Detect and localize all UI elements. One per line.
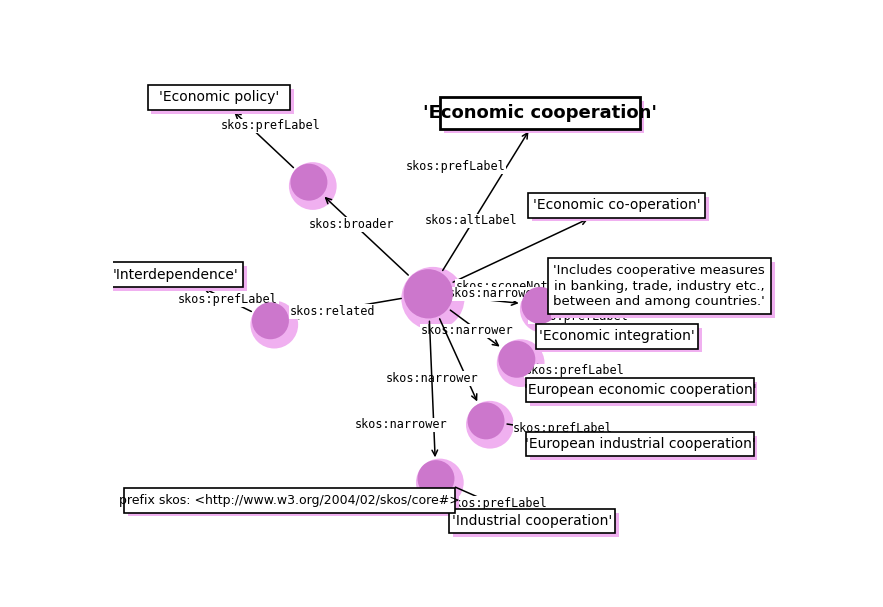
- Text: skos:prefLabel: skos:prefLabel: [529, 310, 629, 324]
- Text: skos:prefLabel: skos:prefLabel: [525, 364, 624, 378]
- FancyBboxPatch shape: [547, 259, 771, 314]
- Circle shape: [291, 164, 328, 201]
- FancyBboxPatch shape: [531, 382, 758, 406]
- Circle shape: [404, 269, 453, 319]
- Text: 'Economic co-operation': 'Economic co-operation': [533, 198, 701, 212]
- Circle shape: [522, 287, 558, 324]
- Circle shape: [466, 401, 514, 449]
- Text: 'Economic cooperation': 'Economic cooperation': [423, 104, 657, 122]
- Text: skos:prefLabel: skos:prefLabel: [178, 294, 278, 307]
- FancyBboxPatch shape: [128, 492, 459, 517]
- Text: skos:narrower: skos:narrower: [420, 324, 513, 337]
- Circle shape: [520, 285, 568, 333]
- FancyBboxPatch shape: [552, 262, 774, 317]
- FancyBboxPatch shape: [109, 262, 243, 287]
- FancyBboxPatch shape: [443, 101, 644, 133]
- FancyBboxPatch shape: [532, 197, 709, 222]
- Text: prefix skos: <http://www.w3.org/2004/02/skos/core#>: prefix skos: <http://www.w3.org/2004/02/…: [119, 493, 460, 507]
- Text: 'Economic policy': 'Economic policy': [159, 90, 279, 104]
- Text: skos:prefLabel: skos:prefLabel: [513, 422, 613, 435]
- Text: skos:prefLabel: skos:prefLabel: [448, 497, 547, 510]
- Circle shape: [402, 267, 464, 330]
- Text: 'Economic integration': 'Economic integration': [539, 329, 695, 343]
- Text: skos:related: skos:related: [290, 305, 374, 318]
- Text: 'European industrial cooperation': 'European industrial cooperation': [525, 437, 756, 451]
- Text: skos:narrower: skos:narrower: [448, 287, 540, 300]
- FancyBboxPatch shape: [526, 432, 753, 456]
- Text: skos:broader: skos:broader: [308, 218, 394, 231]
- Text: skos:narrower: skos:narrower: [355, 418, 448, 431]
- FancyBboxPatch shape: [526, 378, 753, 402]
- FancyBboxPatch shape: [440, 97, 640, 129]
- Text: skos:scopeNote: skos:scopeNote: [456, 280, 555, 293]
- FancyBboxPatch shape: [528, 193, 706, 217]
- Text: 'Industrial cooperation': 'Industrial cooperation': [452, 514, 612, 528]
- FancyBboxPatch shape: [536, 324, 698, 348]
- Circle shape: [468, 402, 504, 439]
- Circle shape: [252, 302, 289, 339]
- FancyBboxPatch shape: [531, 435, 758, 460]
- Circle shape: [289, 162, 336, 210]
- FancyBboxPatch shape: [147, 85, 291, 110]
- Circle shape: [497, 339, 545, 387]
- FancyBboxPatch shape: [540, 328, 702, 352]
- FancyBboxPatch shape: [152, 89, 294, 114]
- FancyBboxPatch shape: [449, 509, 615, 534]
- Circle shape: [418, 460, 455, 497]
- FancyBboxPatch shape: [112, 266, 247, 291]
- Text: skos:altLabel: skos:altLabel: [425, 214, 517, 227]
- Text: skos:prefLabel: skos:prefLabel: [405, 160, 505, 173]
- Circle shape: [498, 341, 535, 378]
- Text: skos:prefLabel: skos:prefLabel: [221, 120, 321, 132]
- Circle shape: [416, 459, 464, 506]
- Text: 'Includes cooperative measures
in banking, trade, industry etc.,
between and amo: 'Includes cooperative measures in bankin…: [554, 264, 766, 308]
- FancyBboxPatch shape: [453, 512, 619, 537]
- Circle shape: [251, 300, 298, 348]
- Text: 'European economic cooperation': 'European economic cooperation': [524, 383, 757, 397]
- Text: skos:narrower: skos:narrower: [386, 372, 479, 385]
- Text: 'Interdependence': 'Interdependence': [113, 268, 238, 282]
- FancyBboxPatch shape: [125, 488, 456, 512]
